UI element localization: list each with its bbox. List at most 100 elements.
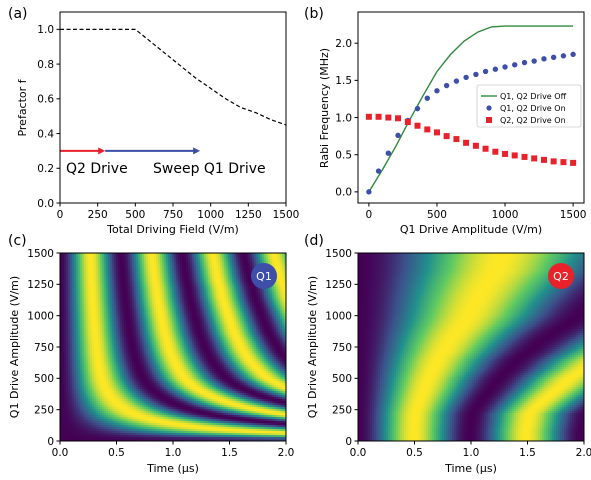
panel-c-heatmap-cell	[74, 281, 77, 284]
panel-c-heatmap-cell	[228, 303, 231, 306]
panel-c-heatmap-cell	[224, 261, 227, 264]
panel-c-heatmap-cell	[130, 255, 133, 258]
panel-c-heatmap-cell	[238, 253, 241, 256]
panel-c-heatmap-cell	[120, 305, 123, 308]
panel-c-heatmap-cell	[166, 261, 169, 264]
panel-c-heatmap-cell	[214, 257, 217, 260]
panel-c-heatmap-cell	[256, 337, 259, 340]
panel-c-heatmap-cell	[240, 313, 243, 316]
panel-c-heatmap-cell	[70, 305, 73, 308]
panel-c-heatmap-cell	[230, 307, 233, 310]
panel-c-heatmap-cell	[112, 333, 115, 336]
panel-c-heatmap-cell	[120, 259, 123, 262]
panel-c-heatmap-cell	[242, 299, 245, 302]
panel-c-heatmap-cell	[146, 297, 149, 300]
panel-c-heatmap-cell	[126, 277, 129, 280]
panel-c-heatmap-cell	[108, 331, 111, 334]
panel-c-heatmap-cell	[154, 301, 157, 304]
panel-c-heatmap-cell	[224, 291, 227, 294]
panel-c-heatmap-cell	[66, 329, 69, 332]
panel-c-heatmap-cell	[166, 313, 169, 316]
panel-c-heatmap-cell	[98, 317, 101, 320]
panel-c-heatmap-cell	[84, 293, 87, 296]
panel-c-heatmap-cell	[112, 325, 115, 328]
panel-c-heatmap-cell	[84, 313, 87, 316]
panel-c-heatmap-cell	[94, 313, 97, 316]
panel-c-heatmap-cell	[178, 265, 181, 268]
panel-c-heatmap-cell	[232, 301, 235, 304]
panel-c-heatmap-cell	[142, 267, 145, 270]
panel-c-heatmap-cell	[114, 257, 117, 260]
panel-c-heatmap-cell	[112, 267, 115, 270]
panel-b-series-0-line	[368, 25, 574, 193]
panel-c-heatmap-cell	[118, 275, 121, 278]
panel-c-heatmap-cell	[160, 279, 163, 282]
panel-c-heatmap-cell	[226, 299, 229, 302]
panel-c-heatmap-cell	[120, 309, 123, 312]
panel-c-heatmap-cell	[184, 333, 187, 336]
panel-c-heatmap-cell	[92, 261, 95, 264]
panel-c-heatmap-cell	[94, 337, 97, 340]
panel-c-heatmap-cell	[88, 309, 91, 312]
panel-c-heatmap-cell	[90, 335, 93, 338]
panel-c-heatmap-cell	[142, 325, 145, 328]
panel-c-heatmap-cell	[200, 321, 203, 324]
panel-c-heatmap-cell	[90, 311, 93, 314]
panel-c-heatmap-cell	[148, 337, 151, 340]
panel-c-heatmap-cell	[186, 287, 189, 290]
panel-c-heatmap-cell	[196, 287, 199, 290]
panel-c-heatmap-cell	[208, 261, 211, 264]
panel-c-heatmap-cell	[148, 301, 151, 304]
panel-c-heatmap-cell	[142, 295, 145, 298]
panel-c-heatmap-cell	[100, 255, 103, 258]
panel-c-heatmap-cell	[120, 289, 123, 292]
panel-c-heatmap-cell	[110, 327, 113, 330]
panel-b-xtick-label: 500	[427, 209, 447, 221]
panel-c-heatmap-cell	[124, 321, 127, 324]
panel-c-heatmap-cell	[134, 309, 137, 312]
panel-c-heatmap-cell	[102, 323, 105, 326]
panel-c-heatmap-cell	[60, 307, 63, 310]
panel-c-heatmap-cell	[154, 319, 157, 322]
panel-c-heatmap-cell	[84, 253, 87, 256]
panel-c-heatmap-cell	[64, 273, 67, 276]
panel-c-heatmap-cell	[150, 277, 153, 280]
panel-c-heatmap-cell	[180, 263, 183, 266]
panel-c-heatmap-cell	[210, 321, 213, 324]
panel-c-heatmap-cell	[220, 271, 223, 274]
panel-c-heatmap-cell	[126, 261, 129, 264]
panel-c-heatmap-cell	[90, 253, 93, 256]
panel-c-heatmap-cell	[238, 313, 241, 316]
panel-c-heatmap-cell	[218, 271, 221, 274]
panel-c-heatmap-cell	[208, 283, 211, 286]
panel-c-heatmap-cell	[108, 259, 111, 262]
panel-c-heatmap-cell	[222, 305, 225, 308]
panel-c-heatmap-cell	[186, 299, 189, 302]
panel-c-heatmap-cell	[212, 271, 215, 274]
panel-c-heatmap-cell	[222, 307, 225, 310]
panel-c-heatmap-cell	[100, 311, 103, 314]
panel-c-heatmap-cell	[264, 289, 267, 292]
panel-c-heatmap-cell	[218, 303, 221, 306]
panel-c-heatmap-cell	[134, 253, 137, 256]
panel-c-heatmap-cell	[256, 293, 259, 296]
panel-b-series-1-point	[570, 51, 576, 58]
panel-c-heatmap-cell	[62, 255, 65, 258]
panel-c-heatmap-cell	[168, 279, 171, 282]
panel-c-heatmap-cell	[146, 295, 149, 298]
panel-c-heatmap-cell	[160, 299, 163, 302]
panel-c-heatmap-cell	[160, 315, 163, 318]
panel-c-heatmap-cell	[228, 295, 231, 298]
panel-c-heatmap-cell	[280, 277, 283, 280]
panel-c-heatmap-cell	[256, 313, 259, 316]
panel-c-heatmap-cell	[210, 257, 213, 260]
panel-c-heatmap-cell	[252, 323, 255, 326]
panel-c-heatmap-cell	[156, 255, 159, 258]
panel-c-heatmap-cell	[180, 317, 183, 320]
panel-c-heatmap-cell	[260, 259, 263, 262]
panel-c-heatmap-cell	[106, 335, 109, 338]
panel-c-heatmap-cell	[146, 289, 149, 292]
panel-c-heatmap-cell	[110, 301, 113, 304]
panel-c-heatmap-cell	[238, 259, 241, 262]
panel-c-heatmap-cell	[144, 303, 147, 306]
